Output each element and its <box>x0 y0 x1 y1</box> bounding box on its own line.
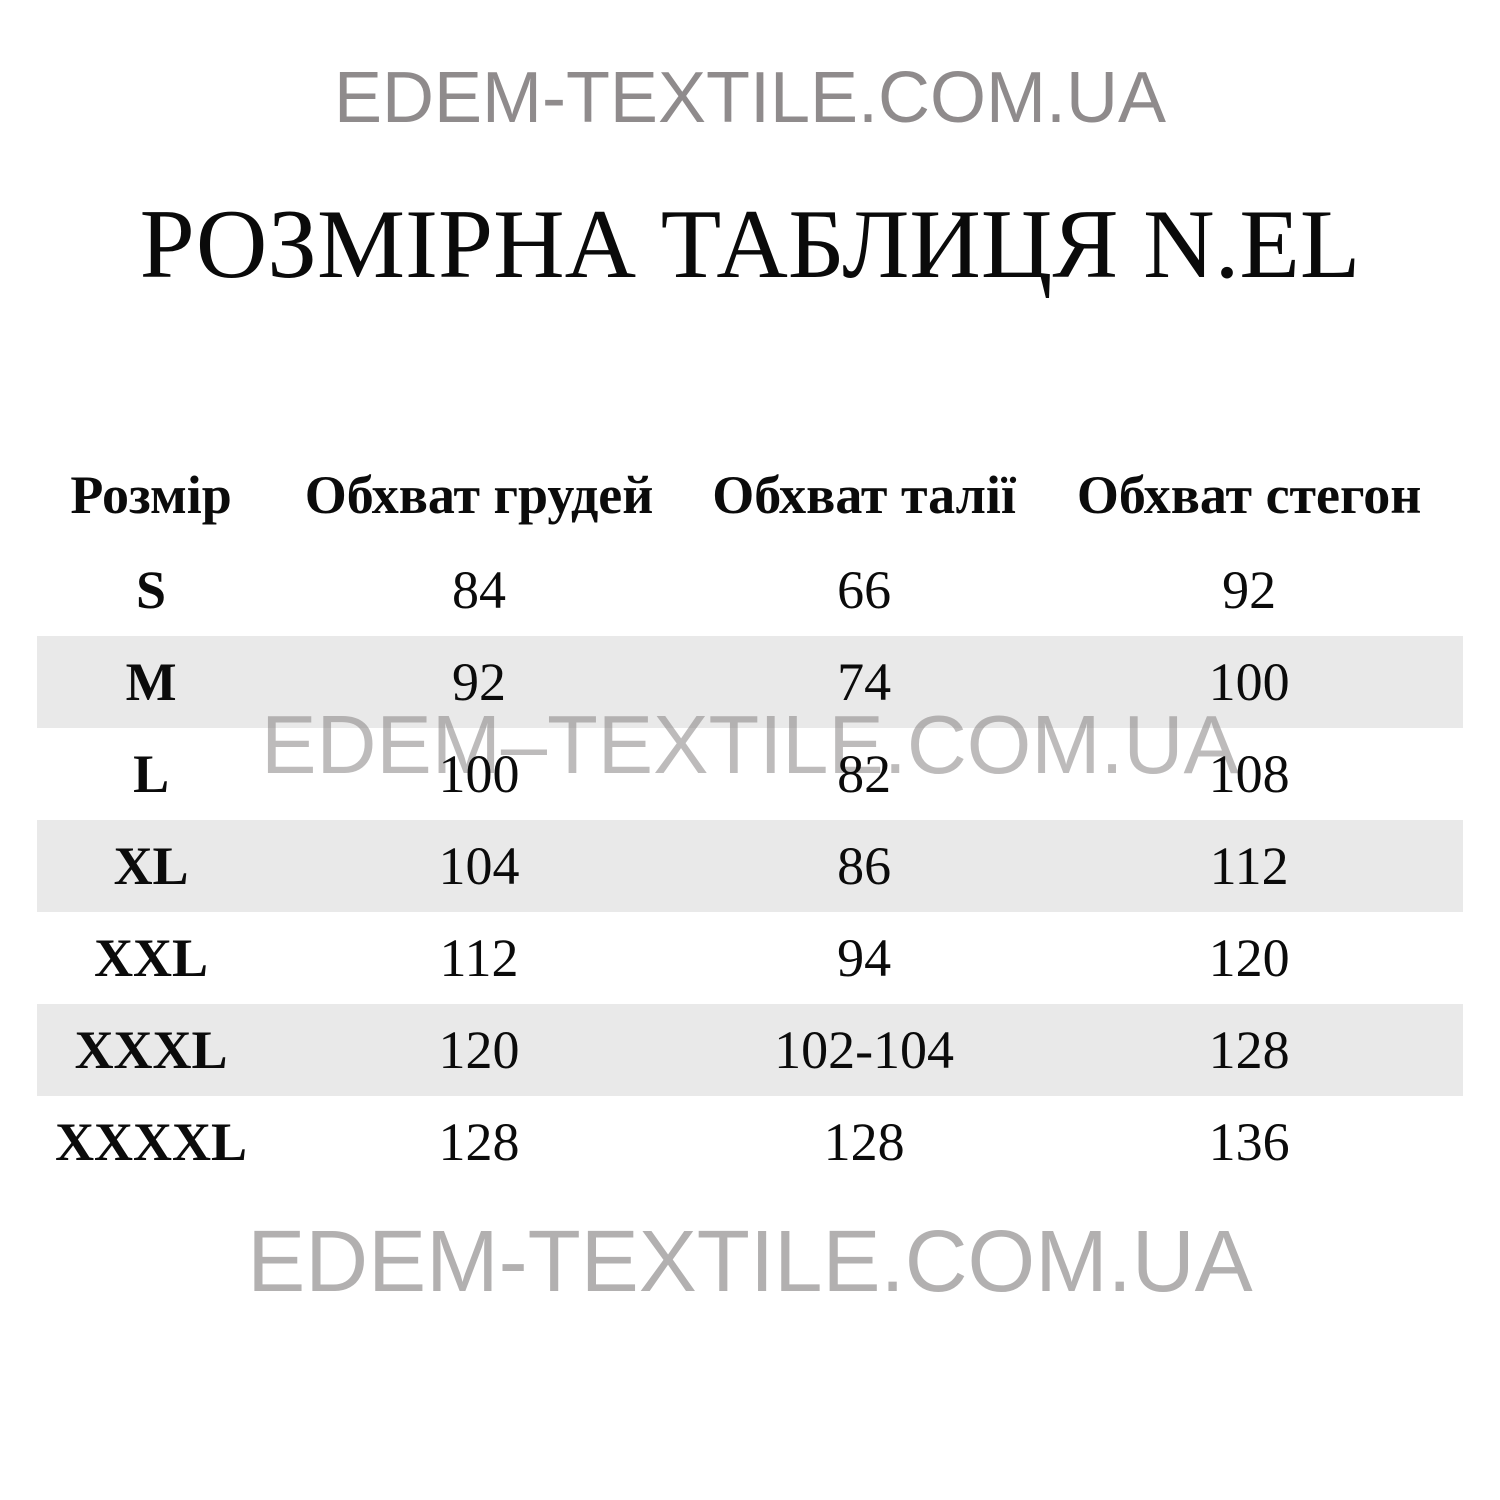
hips-cell: 128 <box>1208 1020 1290 1080</box>
size-cell: XXXXL <box>55 1112 248 1172</box>
waist-cell: 82 <box>837 744 892 804</box>
table-row-xl: XL 104 86 112 <box>37 820 1463 912</box>
waist-cell: 74 <box>837 652 892 712</box>
size-cell: XXL <box>94 928 209 988</box>
waist-cell: 128 <box>823 1112 905 1172</box>
size-cell: XL <box>113 836 189 896</box>
table-row-xxxxl: XXXXL 128 128 136 <box>37 1096 1463 1188</box>
hips-cell: 136 <box>1208 1112 1290 1172</box>
hips-cell: 92 <box>1222 560 1277 620</box>
table-row-l: L 100 82 108 <box>37 728 1463 820</box>
chest-cell: 120 <box>438 1020 520 1080</box>
chest-cell: 92 <box>452 652 507 712</box>
table-row-s: S 84 66 92 <box>37 544 1463 636</box>
table-header-row: Розмір Обхват грудей Обхват талії Обхват… <box>37 446 1463 544</box>
header-cell-waist: Обхват талії <box>712 465 1016 525</box>
header-cell-chest: Обхват грудей <box>304 465 654 525</box>
row-shade-band-m <box>37 636 1463 728</box>
table-row-m: M 92 74 100 <box>37 636 1463 728</box>
page-title: РОЗМІРНА ТАБЛИЦЯ N.EL <box>139 190 1361 299</box>
chest-cell: 104 <box>438 836 520 896</box>
table-row-xxxl: XXXL 120 102-104 128 <box>37 1004 1463 1096</box>
site-watermark-top: EDEM-TEXTILE.COM.UA <box>333 58 1167 138</box>
header-cell-hips: Обхват стегон <box>1076 465 1422 525</box>
size-table: Розмір Обхват грудей Обхват талії Обхват… <box>37 446 1463 1188</box>
site-watermark-bottom: EDEM-TEXTILE.COM.UA <box>247 1213 1253 1310</box>
size-cell: S <box>136 560 167 620</box>
waist-cell: 86 <box>837 836 892 896</box>
size-cell: XXXL <box>74 1020 228 1080</box>
size-cell: L <box>133 744 170 804</box>
waist-cell: 102-104 <box>774 1020 955 1080</box>
row-shade-band-xxxl <box>37 1004 1463 1096</box>
header-cell-size: Розмір <box>70 465 232 525</box>
table-row-xxl: XXL 112 94 120 <box>37 912 1463 1004</box>
hips-cell: 108 <box>1208 744 1290 804</box>
hips-cell: 112 <box>1209 836 1289 896</box>
hips-cell: 120 <box>1208 928 1290 988</box>
size-cell: M <box>125 652 177 712</box>
waist-cell: 94 <box>837 928 892 988</box>
chest-cell: 128 <box>438 1112 520 1172</box>
chest-cell: 100 <box>438 744 520 804</box>
chest-cell: 84 <box>452 560 507 620</box>
chest-cell: 112 <box>439 928 519 988</box>
hips-cell: 100 <box>1208 652 1290 712</box>
waist-cell: 66 <box>837 560 892 620</box>
row-shade-band-xl <box>37 820 1463 912</box>
